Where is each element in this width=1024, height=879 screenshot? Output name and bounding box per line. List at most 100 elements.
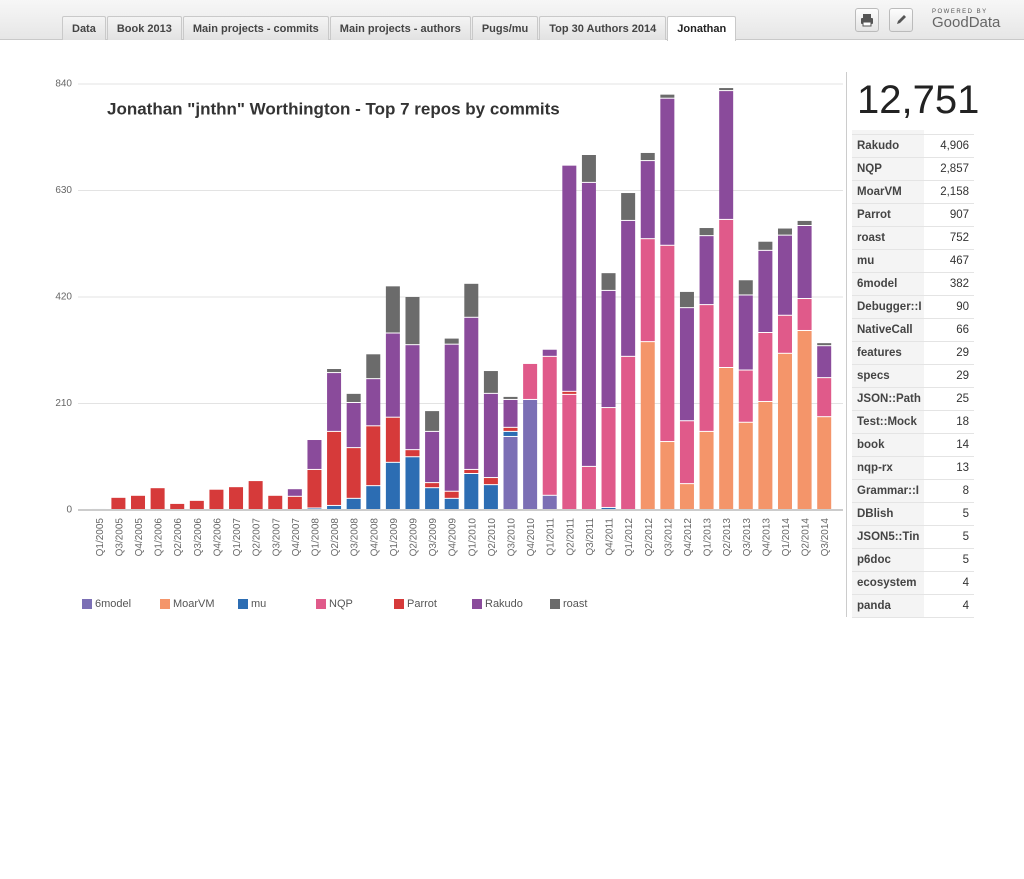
repo-commits: 5 — [924, 502, 974, 526]
bar-segment — [640, 342, 655, 509]
bar-segment — [503, 396, 518, 399]
tab[interactable]: Book 2013 — [106, 16, 182, 40]
bar-segment — [209, 489, 224, 509]
bar-segment — [777, 228, 792, 235]
print-button[interactable] — [855, 8, 879, 32]
repo-name: book — [852, 433, 924, 457]
repo-commits: 66 — [924, 318, 974, 342]
bar-segment — [797, 330, 812, 509]
tab[interactable]: Top 30 Authors 2014 — [539, 16, 667, 40]
x-tick-label: Q3/2011 — [585, 518, 596, 556]
bar-segment — [327, 431, 342, 505]
bar-segment — [679, 421, 694, 484]
bar-segment — [640, 152, 655, 161]
bar-segment — [797, 220, 812, 225]
bar-segment — [777, 353, 792, 509]
bar-segment — [738, 422, 753, 509]
x-tick-label: Q3/2007 — [271, 518, 282, 557]
bar-segment — [601, 290, 616, 408]
tab-bar: Data Book 2013 Main projects - commits Main… — [62, 16, 737, 41]
bar-segment — [503, 427, 518, 431]
repo-name: Debugger::I — [852, 295, 924, 319]
legend-label: mu — [251, 598, 266, 610]
legend-swatch — [160, 599, 170, 609]
bar-segment — [327, 369, 342, 373]
bar-segment — [777, 315, 792, 353]
repo-commits: 4 — [924, 594, 974, 618]
y-tick-label: 840 — [55, 79, 72, 90]
legend-label: Rakudo — [485, 598, 523, 610]
bar-segment — [346, 448, 361, 498]
bar-segment — [385, 286, 400, 333]
x-tick-label: Q3/2013 — [742, 518, 753, 557]
bar-segment — [346, 393, 361, 402]
repo-name: nqp-rx — [852, 456, 924, 480]
repo-name: NQP — [852, 157, 924, 181]
bar-segment — [699, 236, 714, 305]
x-tick-label: Q4/2013 — [761, 518, 772, 557]
x-tick-label: Q1/2007 — [232, 518, 243, 557]
x-tick-label: Q1/2014 — [781, 518, 792, 557]
legend-label: Parrot — [407, 598, 437, 610]
x-tick-label: Q1/2006 — [154, 518, 165, 557]
bar-segment — [425, 488, 440, 509]
bar-segment — [483, 393, 498, 478]
bar-segment — [581, 182, 596, 466]
tab[interactable]: Data — [62, 16, 106, 40]
bar-segment — [248, 481, 263, 509]
repo-commits: 25 — [924, 387, 974, 411]
x-tick-label: Q4/2006 — [212, 518, 223, 557]
legend-swatch — [82, 599, 92, 609]
tab[interactable]: Pugs/mu — [471, 16, 539, 40]
x-tick-label: Q3/2012 — [663, 518, 674, 557]
legend-swatch — [316, 599, 326, 609]
x-tick-label: Q2/2011 — [565, 518, 576, 556]
x-tick-label: Q2/2006 — [173, 518, 184, 557]
y-tick-label: 420 — [55, 292, 72, 303]
bar-segment — [621, 220, 636, 356]
bar-segment — [562, 394, 577, 509]
bar-segment — [287, 489, 302, 496]
table-row: JSON::Path 25 — [852, 387, 974, 411]
repo-table: Rakudo 4,906 NQP 2,857 MoarVM 2,158 Parrot 907 r… — [852, 130, 974, 618]
bar-segment — [719, 91, 734, 219]
bar-segment — [601, 408, 616, 507]
repo-commits: 5 — [924, 548, 974, 572]
bar-segment — [464, 283, 479, 317]
tab[interactable]: Main projects - commits — [182, 16, 329, 40]
bar-segment — [542, 356, 557, 495]
table-row: MoarVM 2,158 — [852, 180, 974, 204]
tab[interactable]: Main projects - authors — [329, 16, 471, 40]
bar-segment — [719, 368, 734, 509]
repo-name: roast — [852, 226, 924, 250]
x-tick-label: Q2/2010 — [487, 518, 498, 557]
repo-name: specs — [852, 364, 924, 388]
repo-name: JSON::Path — [852, 387, 924, 411]
bar-segment — [287, 496, 302, 509]
table-row: JSON5::Tin 5 — [852, 525, 974, 549]
x-tick-label: Q4/2007 — [291, 518, 302, 557]
bar-segment — [444, 344, 459, 491]
repo-name: mu — [852, 249, 924, 273]
table-row: Debugger::I 90 — [852, 295, 974, 319]
x-tick-label: Q1/2012 — [624, 518, 635, 557]
bar-segment — [503, 431, 518, 436]
bar-segment — [268, 495, 283, 509]
repo-commits: 13 — [924, 456, 974, 480]
tab[interactable]: Jonathan — [667, 16, 737, 41]
x-tick-label: Q1/2013 — [703, 518, 714, 557]
repo-commits: 2,857 — [924, 157, 974, 181]
x-tick-label: Q3/2008 — [350, 518, 361, 557]
bar-segment — [777, 235, 792, 315]
table-row: Test::Mock 18 — [852, 410, 974, 434]
edit-icon — [897, 15, 906, 24]
bar-segment — [385, 333, 400, 417]
edit-button[interactable] — [889, 8, 913, 32]
bar-segment — [797, 226, 812, 299]
x-tick-label: Q2/2007 — [252, 518, 263, 557]
bar-segment — [444, 498, 459, 509]
repo-name: MoarVM — [852, 180, 924, 204]
bar-segment — [679, 291, 694, 308]
bar-segment — [405, 457, 420, 509]
repo-commits: 8 — [924, 479, 974, 503]
